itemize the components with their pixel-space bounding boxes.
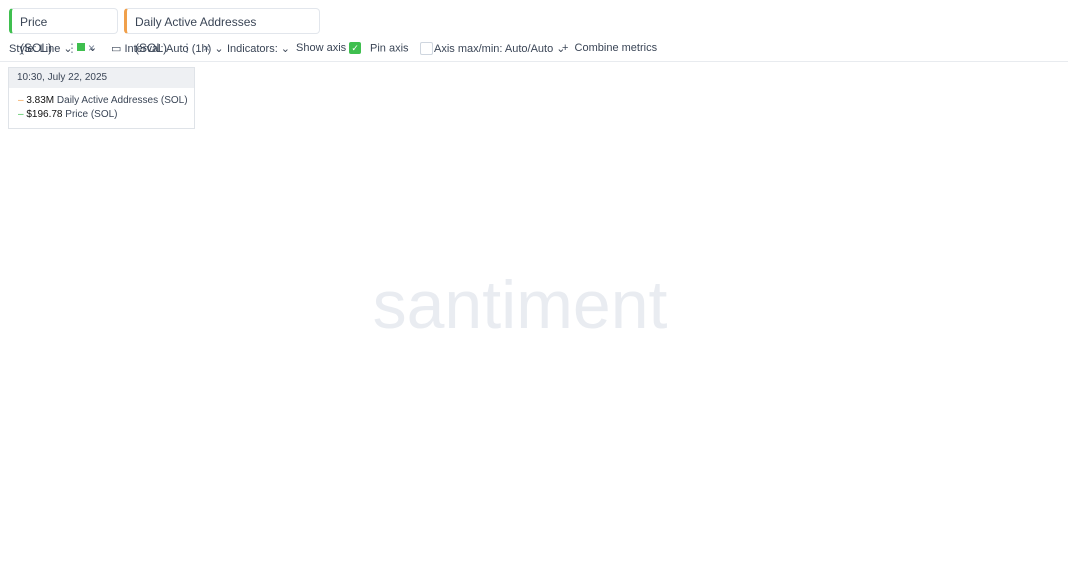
label: Show axis bbox=[296, 42, 347, 54]
metric-tab[interactable]: Daily Active Addresses (SOL) ⋮ × bbox=[124, 8, 320, 55]
watermark: santiment bbox=[373, 267, 668, 343]
indicators-select[interactable]: Indicators: ⌄ bbox=[227, 43, 291, 55]
style-select[interactable]: Style: Line ⌄ bbox=[9, 43, 73, 55]
tooltip-row: – $196.78 Price (SOL) bbox=[18, 109, 118, 120]
label: Style: Line bbox=[9, 43, 61, 55]
axis-minmax[interactable]: Axis max/min: Auto/Auto ⌄ bbox=[434, 43, 566, 55]
metric-tab[interactable]: Price (SOL) ⋮ × bbox=[9, 8, 118, 55]
label: Axis max/min: Auto/Auto bbox=[434, 43, 554, 55]
tooltip-value: $196.78 bbox=[26, 109, 63, 120]
tooltip: 10:30, July 22, 2025 – 3.83M Daily Activ… bbox=[8, 67, 195, 129]
close-icon[interactable]: ⋮ × bbox=[181, 41, 211, 55]
label: Combine metrics bbox=[574, 42, 658, 54]
show-axis[interactable]: Show axis ✓ bbox=[296, 42, 362, 55]
combine-metrics[interactable]: + Combine metrics bbox=[562, 42, 658, 54]
tooltip-time: 10:30, July 22, 2025 bbox=[9, 68, 194, 88]
tooltip-row: – 3.83M Daily Active Addresses (SOL) bbox=[18, 95, 188, 106]
label: Indicators: bbox=[227, 43, 278, 55]
label: Pin axis bbox=[370, 42, 409, 55]
tooltip-name: Price (SOL) bbox=[65, 109, 118, 120]
interval-select[interactable]: ▭ Interval: Auto (1h) ⌄ bbox=[111, 43, 224, 55]
tab-label: Daily Active Addresses (SOL) bbox=[135, 15, 257, 55]
label: Interval: Auto (1h) bbox=[124, 43, 212, 55]
color-select[interactable]: ⌄ bbox=[77, 41, 97, 54]
tooltip-value: 3.83M bbox=[26, 95, 55, 106]
tab-label: Price (SOL) bbox=[20, 15, 53, 55]
pin-axis[interactable]: Pin axis bbox=[370, 42, 433, 55]
tooltip-name: Daily Active Addresses (SOL) bbox=[56, 95, 188, 106]
